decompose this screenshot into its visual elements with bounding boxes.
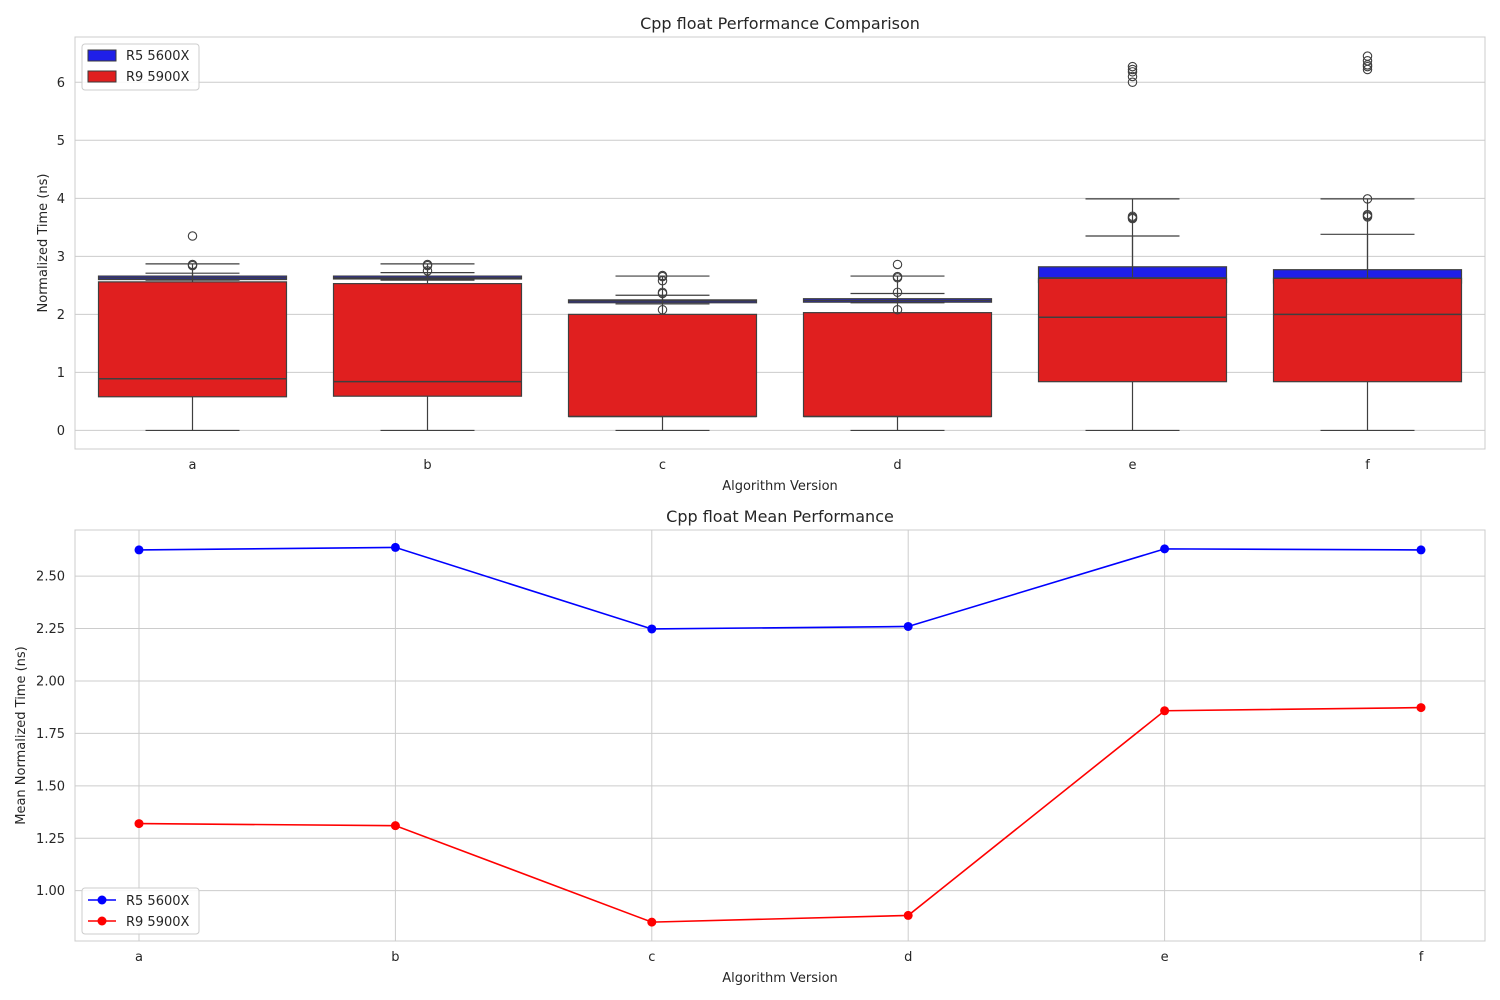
data-point-r9-5900x-d [903,910,913,920]
box-r9-5900x-f [1272,51,1463,432]
legend-label-r5-5600x: R5 5600X [126,49,190,64]
x-tick-label: f [1365,458,1370,473]
y-tick-label: 1 [57,366,65,381]
y-tick-label: 4 [57,192,65,207]
y-tick-label: 1.00 [36,884,65,899]
box-plot-legend: R5 5600X R9 5900X [81,43,200,91]
outlier-point [1127,71,1138,82]
outlier-point [657,304,668,315]
outlier-point [1362,51,1373,61]
box-iqr [97,281,288,398]
box-r9-5900x-d [802,259,993,432]
data-point-r5-5600x-b [390,542,400,552]
data-point-r9-5900x-a [134,819,144,829]
outlier-point [892,304,903,315]
line-plot-y-axis-label: Mean Normalized Time (ns) [14,646,29,825]
legend-marker-r5-5600x [97,895,107,905]
data-point-r5-5600x-c [647,624,657,634]
box-plot-title: Cpp float Performance Comparison [640,14,920,33]
line-plot-x-axis-label: Algorithm Version [722,971,838,986]
y-tick-label: 2.50 [36,570,65,585]
box-iqr [1037,277,1228,383]
outlier-point [1362,194,1373,204]
data-point-r9-5900x-f [1416,703,1426,713]
box-iqr [1272,277,1463,383]
x-tick-label: f [1419,950,1424,965]
data-point-r9-5900x-b [390,821,400,831]
x-tick-label: e [1161,950,1169,965]
outlier-point [1127,77,1138,88]
outlier-point [1127,64,1138,75]
box-plot-x-axis-label: Algorithm Version [722,479,838,494]
legend-label-r9-5900x: R9 5900X [126,70,190,85]
data-point-r9-5900x-e [1160,706,1170,716]
line-plot-legend: R5 5600X R9 5900X [81,887,200,935]
line-plot-area [74,529,1486,942]
y-tick-label: 0 [57,424,65,439]
legend-label-r9-5900x: R9 5900X [126,915,190,930]
box-r9-5900x-a [97,231,288,432]
y-tick-label: 5 [57,134,65,149]
box-iqr [332,283,523,397]
y-tick-label: 3 [57,250,65,265]
line-plot-title: Cpp float Mean Performance [666,507,894,526]
y-tick-label: 6 [57,76,65,91]
box-plot-y-ticks: 0 1 2 3 4 5 6 [57,76,65,439]
outlier-point [1127,61,1138,72]
line-plot-y-ticks: 1.00 1.25 1.50 1.75 2.00 2.25 2.50 [36,570,65,900]
box-plot-y-axis-label: Normalized Time (ns) [36,174,51,313]
x-tick-label: b [391,950,399,965]
outlier-point [1362,56,1373,66]
legend-label-r5-5600x: R5 5600X [126,894,190,909]
y-tick-label: 1.25 [36,832,65,847]
data-point-r5-5600x-e [1160,544,1170,554]
box-r9-5900x-e [1037,61,1228,432]
x-tick-label: e [1129,458,1137,473]
series-line-r5-5600x [138,546,1422,630]
box-plot-marks [97,51,1463,432]
box-r9-5900x-b [332,263,523,432]
x-tick-label: a [135,950,143,965]
line-plot-gridlines [75,530,1485,941]
data-point-r5-5600x-f [1416,545,1426,555]
box-plot-panel: 0 1 2 3 4 5 6 a b c d e f Cpp float Performance Com… [36,14,1486,494]
outlier-point [1127,67,1138,77]
x-tick-label: c [648,950,655,965]
legend-swatch-r9-5900x [87,70,117,83]
outlier-point [187,231,198,241]
y-tick-label: 2.00 [36,674,65,689]
box-r9-5900x-c [567,275,758,432]
box-iqr [802,312,993,418]
box-iqr [567,313,758,418]
y-tick-label: 2.25 [36,622,65,637]
series-line-r9-5900x [138,706,1422,923]
legend-marker-r9-5900x [97,916,107,926]
y-tick-label: 1.50 [36,779,65,794]
box-plot-x-ticks: a b c d e f [189,458,1371,473]
x-tick-label: b [423,458,431,473]
data-point-r5-5600x-d [903,621,913,631]
y-tick-label: 2 [57,308,65,323]
line-plot-marks [134,542,1426,927]
legend-swatch-r5-5600x [87,49,117,62]
x-tick-label: a [189,458,197,473]
box-plot-gridlines [75,81,1485,431]
box-plot-area [74,36,1486,450]
data-point-r5-5600x-a [134,545,144,555]
x-tick-label: d [893,458,901,473]
data-point-r9-5900x-c [647,917,657,927]
x-tick-label: c [659,458,666,473]
outlier-point [892,259,903,270]
line-plot-x-ticks: a b c d e f [135,950,1424,965]
line-plot-panel: 1.00 1.25 1.50 1.75 2.00 2.25 2.50 a b c d e f Cpp … [14,507,1486,986]
x-tick-label: d [904,950,912,965]
y-tick-label: 1.75 [36,727,65,742]
